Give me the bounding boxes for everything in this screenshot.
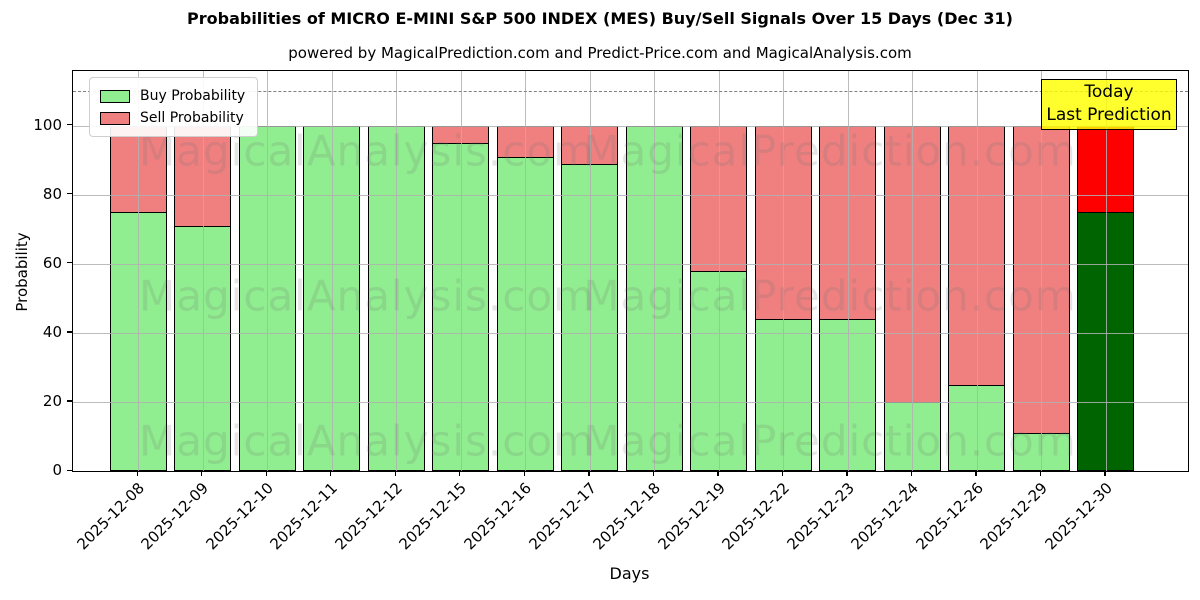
x-tick-label: 2025-12-22 [718,479,794,554]
y-tick-mark [67,262,72,264]
dashed-line-layer [73,71,1188,471]
today-annotation: Today Last Prediction [1041,79,1177,130]
y-tick-label: 0 [52,461,62,479]
x-tick-mark [846,471,848,476]
legend-item: Sell Probability [100,107,245,129]
x-tick-mark [523,471,525,476]
x-tick-mark [459,471,461,476]
x-tick-mark [136,471,138,476]
y-tick-label: 100 [33,115,62,134]
x-tick-mark [394,471,396,476]
x-tick-mark [330,471,332,476]
x-axis-label: Days [609,564,650,583]
x-tick-mark [652,471,655,476]
x-tick-label: 2025-12-29 [976,479,1052,554]
y-tick-label: 40 [42,322,62,341]
x-tick-label: 2025-12-18 [589,479,664,554]
y-tick-mark [67,124,72,126]
y-tick-mark [67,331,72,333]
x-tick-label: 2025-12-23 [783,479,858,554]
legend-label: Sell Probability [140,110,244,126]
x-tick-mark [910,471,913,476]
x-tick-label: 2025-12-10 [202,479,277,554]
y-tick-mark [67,400,72,402]
x-tick-label: 2025-12-26 [912,479,987,554]
threshold-dashed-line [73,90,1188,92]
annotation-line-2: Last Prediction [1046,105,1172,125]
x-tick-label: 2025-12-11 [266,479,342,554]
y-tick-label: 20 [42,391,62,410]
y-tick-label: 60 [42,253,62,272]
y-tick-mark [67,193,72,195]
x-tick-mark [975,471,977,476]
annotation-line-1: Today [1084,82,1134,102]
x-tick-label: 2025-12-19 [654,479,729,554]
legend: Buy Probability Sell Probability [89,77,259,137]
chart-subtitle: powered by MagicalPrediction.com and Pre… [288,44,912,62]
x-tick-mark [781,471,784,476]
y-tick-mark [67,469,72,471]
x-tick-label: 2025-12-24 [847,479,923,554]
x-tick-mark [588,471,590,476]
x-tick-label: 2025-12-12 [331,479,406,554]
x-tick-label: 2025-12-16 [460,479,535,554]
x-tick-mark [265,471,267,476]
x-tick-mark [1104,471,1106,476]
legend-swatch [100,89,130,103]
x-tick-mark [717,471,719,476]
legend-label: Buy Probability [140,88,246,104]
chart-title: Probabilities of MICRO E-MINI S&P 500 IN… [187,9,1013,28]
y-tick-label: 80 [42,184,62,203]
y-axis-label: Probability [13,232,31,312]
x-tick-label: 2025-12-08 [73,479,148,554]
legend-swatch [100,111,130,125]
x-tick-label: 2025-12-15 [396,479,471,554]
x-tick-mark [201,471,203,476]
x-tick-label: 2025-12-09 [137,479,213,554]
plot-area: MagicalAnalysis.comMagicalPrediction.com… [72,70,1189,472]
legend-item: Buy Probability [100,85,245,107]
x-tick-label: 2025-12-17 [525,479,600,554]
x-tick-mark [1039,471,1042,476]
x-tick-label: 2025-12-30 [1041,479,1116,554]
